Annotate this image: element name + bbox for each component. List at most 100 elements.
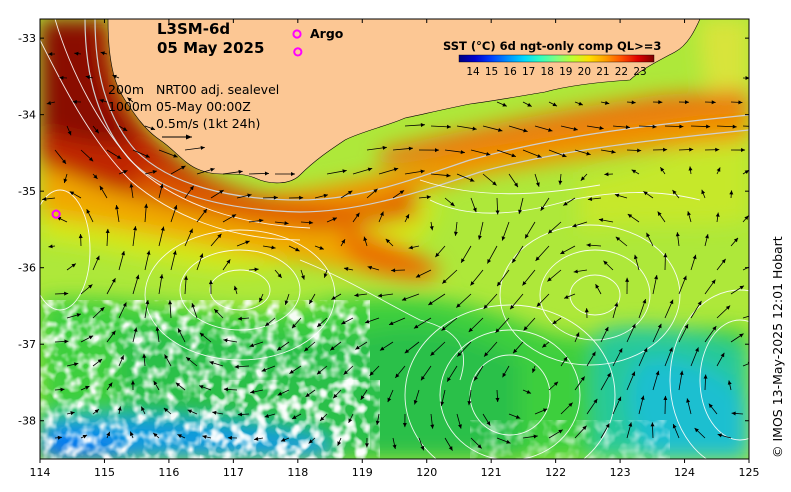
current-vector-arrow: [727, 380, 732, 391]
lon-tick-label: 125: [739, 466, 760, 479]
current-vector-arrow: [366, 145, 387, 151]
current-vector-arrow: [742, 169, 749, 175]
current-vector-arrow: [664, 347, 673, 367]
current-vector-arrow: [430, 124, 451, 129]
legend-tick-label: 15: [485, 66, 498, 78]
current-vector-arrow: [343, 365, 354, 375]
current-vector-arrow: [303, 341, 316, 352]
current-vector-arrow: [413, 317, 432, 329]
current-vector-arrow: [496, 437, 511, 444]
current-vector-arrow: [352, 212, 360, 223]
current-vector-arrow: [686, 398, 692, 415]
current-vector-arrow: [74, 51, 82, 56]
current-vector-arrow: [495, 317, 510, 333]
current-vector-arrow: [482, 413, 491, 426]
current-vector-arrow: [716, 167, 721, 175]
current-vector-arrow: [326, 169, 347, 175]
current-vector-arrow: [477, 221, 484, 240]
current-vector-arrow: [326, 217, 338, 223]
current-vector-arrow: [378, 167, 399, 175]
current-vector-arrow: [175, 382, 186, 391]
current-vector-arrow: [92, 125, 100, 134]
current-vector-arrow: [184, 275, 188, 295]
current-vector-arrow: [210, 233, 222, 247]
current-vector-arrow: [184, 228, 193, 247]
current-vector-arrow: [580, 173, 588, 181]
current-vector-arrow: [483, 293, 498, 310]
current-vector-arrow: [731, 411, 744, 416]
current-vector-arrow: [704, 100, 716, 105]
current-vector-arrow: [716, 124, 737, 129]
current-vector-arrow: [548, 101, 558, 107]
current-vector-arrow: [574, 149, 591, 156]
current-vector-arrow: [42, 197, 56, 201]
current-vector-arrow: [536, 293, 550, 307]
current-vector-arrow: [660, 167, 666, 175]
current-vector-arrow: [586, 351, 596, 367]
current-vector-arrow: [280, 437, 290, 442]
current-vector-arrow: [314, 245, 324, 250]
current-vector-arrow: [444, 197, 455, 207]
current-vector-arrow: [227, 435, 238, 440]
current-vector-arrow: [444, 149, 465, 155]
current-vector-arrow: [196, 253, 204, 271]
current-vector-arrow: [678, 275, 687, 295]
current-vector-arrow: [392, 190, 405, 199]
current-vector-arrow: [392, 146, 413, 151]
plot-area: [40, 19, 749, 459]
current-vector-arrow: [106, 382, 113, 391]
current-vector-arrow: [184, 145, 205, 151]
current-vector-arrow: [330, 341, 342, 351]
current-vector-arrow: [249, 341, 264, 348]
current-vector-arrow: [196, 208, 208, 223]
current-vector-arrow: [202, 434, 212, 439]
current-vector-arrow: [572, 221, 588, 228]
current-vector-arrow: [261, 365, 276, 372]
current-vector-arrow: [560, 125, 578, 131]
current-vector-arrow: [482, 173, 497, 186]
current-vector-arrow: [615, 236, 628, 247]
current-vector-arrow: [408, 245, 420, 250]
current-vector-arrow: [305, 389, 316, 398]
current-vector-arrow: [144, 170, 158, 175]
current-vector-arrow: [250, 389, 264, 394]
current-vector-arrow: [144, 250, 151, 271]
current-vector-arrow: [99, 98, 108, 103]
current-vector-arrow: [600, 100, 610, 105]
current-vector-arrow: [198, 385, 212, 391]
current-vector-arrow: [66, 263, 77, 271]
current-vector-arrow: [132, 274, 140, 295]
current-vector-arrow: [534, 125, 553, 132]
current-vector-arrow: [614, 193, 628, 199]
argo-floats: [51, 47, 303, 219]
current-vector-arrow: [730, 333, 744, 343]
current-vector-arrow: [340, 238, 346, 247]
current-vector-arrow: [638, 395, 645, 415]
current-vector-arrow: [495, 389, 500, 403]
current-vector-arrow: [420, 365, 432, 381]
current-vector-arrow: [470, 149, 491, 156]
current-vector-arrow: [548, 381, 559, 391]
current-vector-arrow: [483, 341, 498, 357]
current-vector-arrow: [191, 303, 198, 319]
current-vector-arrow: [604, 172, 614, 177]
current-vector-arrow: [223, 387, 238, 392]
current-vector-arrow: [132, 226, 138, 247]
current-vector-arrow: [170, 205, 178, 223]
current-vector-arrow: [223, 338, 238, 343]
cloud-mask-south: [200, 380, 380, 459]
current-vector-arrow: [508, 173, 519, 188]
current-vector-arrow: [522, 101, 532, 107]
lon-tick-label: 121: [481, 466, 502, 479]
current-vector-arrow: [678, 324, 689, 343]
current-vector-arrow: [308, 293, 316, 305]
current-vector-arrow: [730, 237, 739, 247]
current-vector-arrow: [552, 317, 562, 325]
current-vector-arrow: [522, 269, 536, 286]
current-vector-arrow: [85, 75, 94, 80]
lat-axis: -33 -34 -35 -36 -37 -38: [18, 32, 749, 428]
current-vector-arrow: [652, 370, 660, 391]
current-vector-arrow: [144, 299, 150, 319]
current-vector-arrow: [612, 348, 623, 367]
current-vector-arrow: [470, 269, 484, 286]
